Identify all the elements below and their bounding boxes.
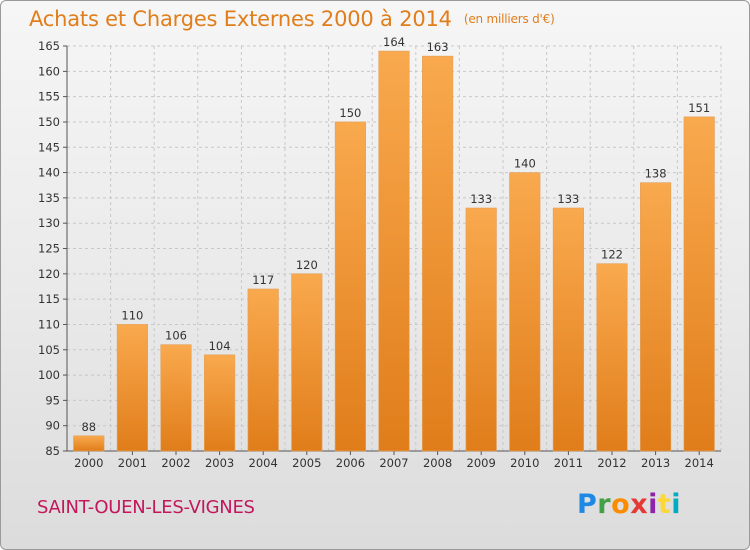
y-tick-label: 115 bbox=[38, 292, 60, 306]
chart-unit: (en milliers d'€) bbox=[463, 12, 555, 26]
bar-2013 bbox=[640, 182, 672, 452]
place-name: SAINT-OUEN-LES-VIGNES bbox=[37, 497, 255, 518]
logo-letter: o bbox=[611, 489, 631, 520]
bar-2006 bbox=[334, 121, 366, 452]
logo-letter: t bbox=[657, 489, 672, 520]
x-tick-label-2009: 2009 bbox=[467, 456, 496, 470]
tick-labels: 85 90 95 100 105 110 115 120 125 130 135 140 145 150 1… bbox=[38, 39, 714, 470]
logo-letter: i bbox=[648, 489, 658, 520]
y-tick-label: 110 bbox=[38, 317, 60, 331]
y-tick-label: 160 bbox=[38, 64, 60, 78]
x-tick-label-2014: 2014 bbox=[685, 456, 714, 470]
y-tick-label: 155 bbox=[38, 90, 60, 104]
y-tick-label: 135 bbox=[38, 191, 60, 205]
x-tick-label-2008: 2008 bbox=[423, 456, 452, 470]
logo-letter: P bbox=[577, 489, 598, 520]
proxiti-logo: Proxiti bbox=[577, 489, 681, 520]
data-label-2000: 88 bbox=[81, 420, 96, 434]
data-label-2011: 133 bbox=[557, 192, 579, 206]
x-tick-label-2007: 2007 bbox=[379, 456, 408, 470]
y-tick-label: 85 bbox=[45, 444, 60, 458]
logo-letter: i bbox=[671, 489, 682, 520]
x-tick-label-2004: 2004 bbox=[249, 456, 278, 470]
y-tick-label: 145 bbox=[38, 140, 60, 154]
data-label-2002: 106 bbox=[165, 329, 187, 343]
x-tick-label-2002: 2002 bbox=[161, 456, 190, 470]
bar-2014 bbox=[683, 116, 715, 452]
bar-2000 bbox=[73, 435, 105, 452]
data-label-2012: 122 bbox=[601, 248, 623, 262]
data-labels: 88 110 106 104 117 120 150 164 163 133 140 133 122 13… bbox=[81, 35, 710, 434]
bar-2011 bbox=[552, 207, 584, 452]
x-tick-label-2005: 2005 bbox=[292, 456, 321, 470]
data-label-2013: 138 bbox=[645, 167, 667, 181]
chart-title: Achats et Charges Externes 2000 à 2014 (e… bbox=[29, 7, 555, 31]
y-tick-label: 105 bbox=[38, 343, 60, 357]
data-label-2014: 151 bbox=[688, 101, 710, 115]
bar-2008 bbox=[422, 55, 454, 452]
y-tick-label: 95 bbox=[45, 393, 60, 407]
x-tick-label-2012: 2012 bbox=[597, 456, 626, 470]
logo-letter: r bbox=[597, 489, 612, 520]
chart-title-text: Achats et Charges Externes 2000 à 2014 bbox=[29, 7, 452, 31]
y-tick-label: 130 bbox=[38, 216, 60, 230]
data-label-2010: 140 bbox=[514, 157, 536, 171]
x-tick-label-2013: 2013 bbox=[641, 456, 670, 470]
bars bbox=[73, 50, 715, 452]
y-tick-label: 100 bbox=[38, 368, 60, 382]
x-tick-label-2010: 2010 bbox=[510, 456, 539, 470]
x-tick-label-2003: 2003 bbox=[205, 456, 234, 470]
data-label-2003: 104 bbox=[209, 339, 231, 353]
data-label-2009: 133 bbox=[470, 192, 492, 206]
data-label-2006: 150 bbox=[339, 106, 361, 120]
bar-2001 bbox=[116, 324, 148, 452]
bar-2004 bbox=[247, 288, 279, 452]
bar-2010 bbox=[509, 172, 541, 452]
data-label-2001: 110 bbox=[121, 308, 143, 322]
bar-2007 bbox=[378, 50, 410, 452]
x-tick-label-2001: 2001 bbox=[118, 456, 147, 470]
x-tick-label-2006: 2006 bbox=[336, 456, 365, 470]
bar-2009 bbox=[465, 207, 497, 452]
x-tick-label-2011: 2011 bbox=[554, 456, 583, 470]
y-tick-label: 140 bbox=[38, 166, 60, 180]
y-tick-label: 165 bbox=[38, 39, 60, 53]
data-label-2005: 120 bbox=[296, 258, 318, 272]
x-tick-label-2000: 2000 bbox=[74, 456, 103, 470]
bar-2005 bbox=[291, 273, 323, 452]
data-label-2008: 163 bbox=[427, 40, 449, 54]
data-label-2004: 117 bbox=[252, 273, 274, 287]
bar-2002 bbox=[160, 344, 192, 452]
y-tick-label: 120 bbox=[38, 267, 60, 281]
y-tick-label: 90 bbox=[45, 419, 60, 433]
y-tick-label: 150 bbox=[38, 115, 60, 129]
bar-2012 bbox=[596, 263, 628, 452]
data-label-2007: 164 bbox=[383, 35, 405, 49]
logo-letter: x bbox=[630, 489, 649, 520]
y-tick-label: 125 bbox=[38, 242, 60, 256]
bar-2003 bbox=[204, 354, 236, 452]
